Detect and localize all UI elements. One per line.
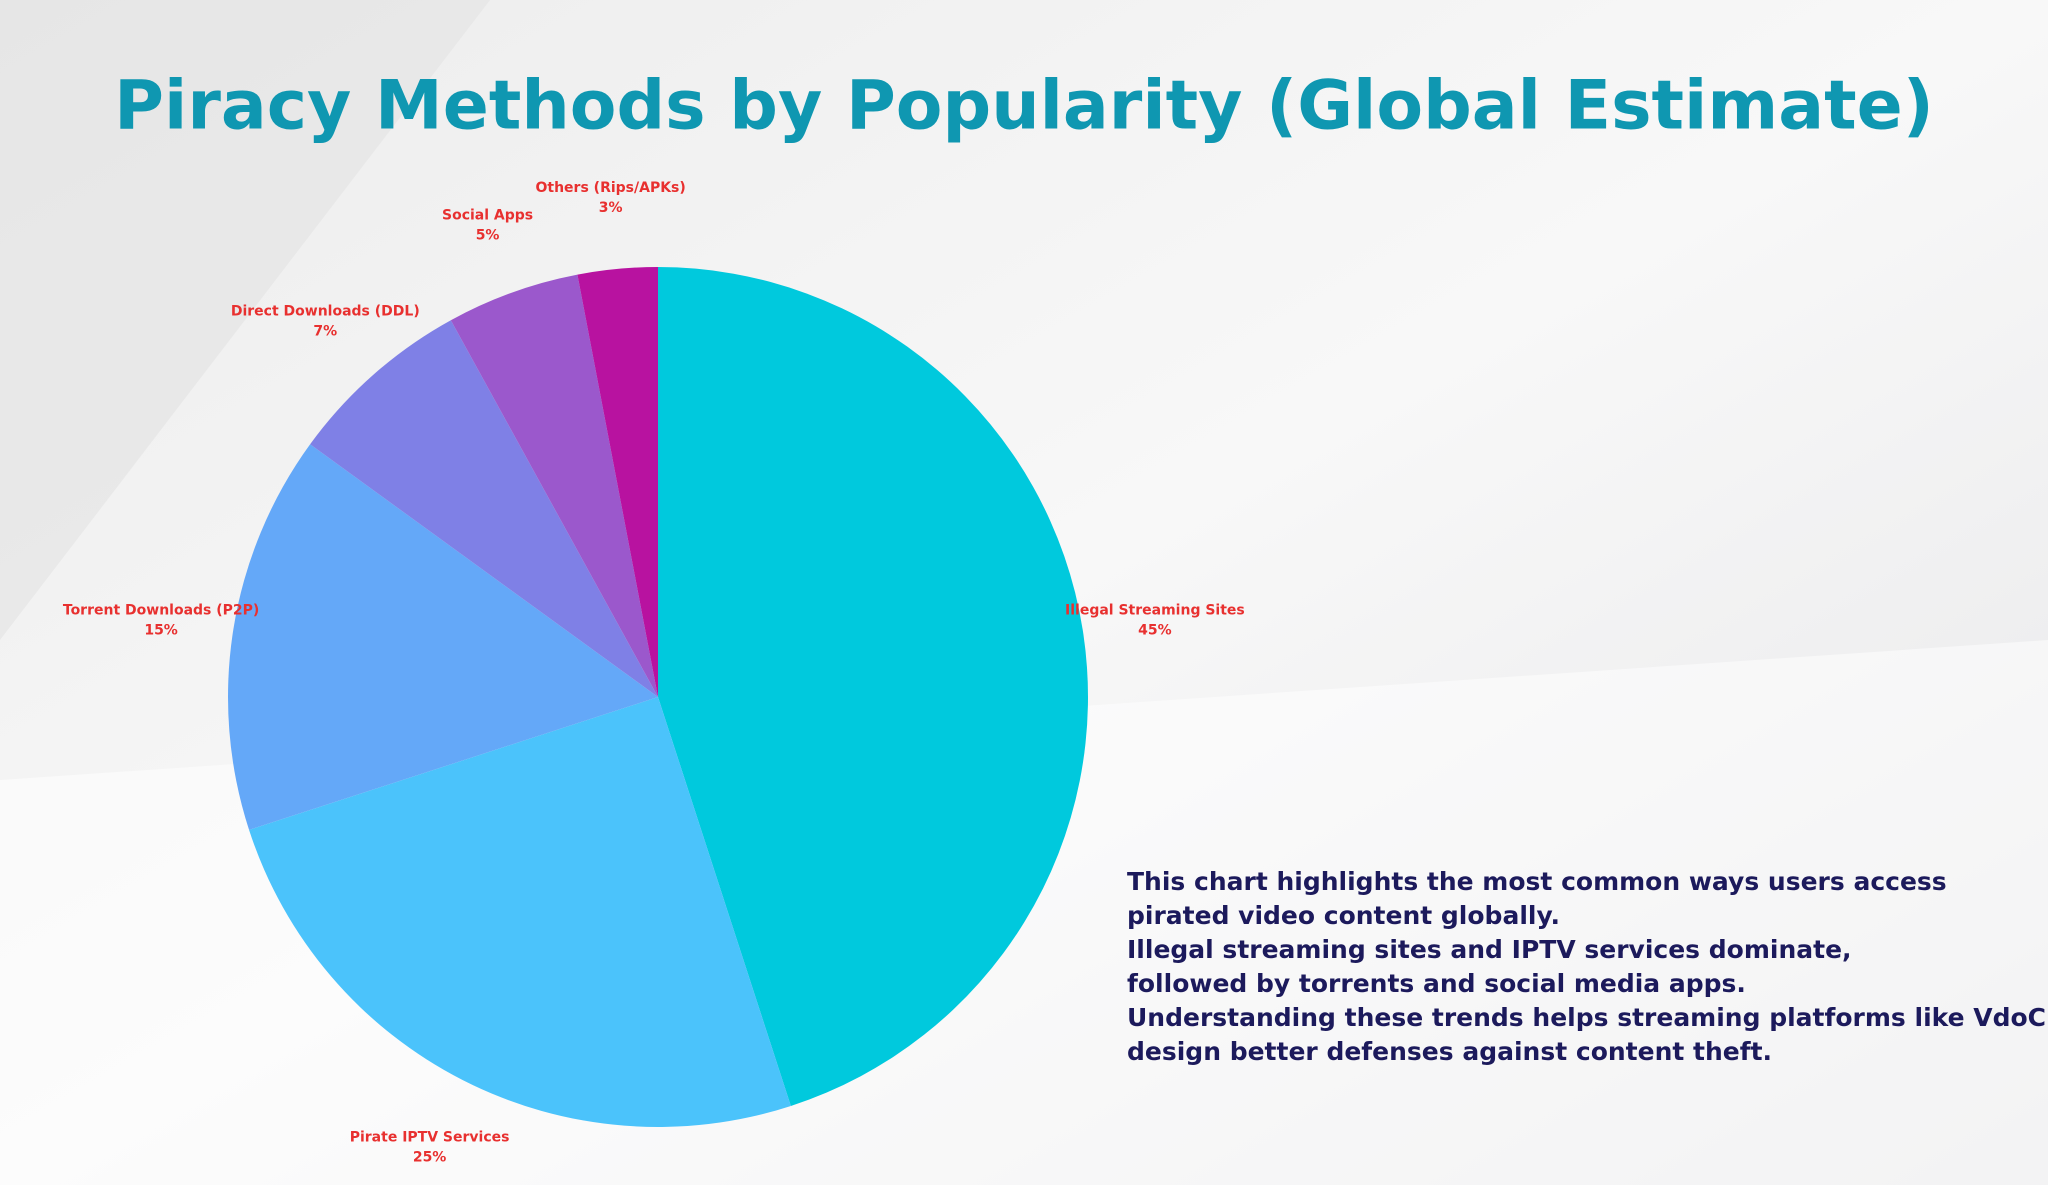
pie-slice [658, 267, 1089, 1106]
pie-slice [450, 274, 658, 697]
slice-value-label: 5% [476, 228, 500, 244]
pie: Illegal Streaming Sites 45% Pirate IPTV Se… [63, 180, 1245, 1165]
slice-label: Others (Rips/APKs) [536, 180, 686, 196]
description-line: followed by torrents and social media ap… [1127, 969, 1746, 998]
slice-value-label: 7% [313, 324, 337, 340]
pie-slice [228, 444, 658, 830]
description-line: pirated video content globally. [1127, 901, 1560, 930]
description-line: Understanding these trends helps streami… [1127, 1003, 2048, 1032]
description-line: This chart highlights the most common wa… [1127, 867, 1947, 896]
pie-slice [577, 267, 658, 697]
slice-value-label: 25% [413, 1149, 447, 1165]
slice-label: Social Apps [442, 208, 533, 224]
slice-label: Illegal Streaming Sites [1065, 602, 1245, 618]
pie-slice [249, 697, 791, 1127]
slice-value-label: 45% [1138, 622, 1172, 638]
pie-slice [310, 320, 658, 697]
slice-label: Pirate IPTV Services [350, 1129, 510, 1145]
chart-title: Piracy Methods by Popularity (Global Est… [114, 67, 1934, 146]
slice-value-label: 3% [599, 200, 623, 216]
slice-label: Torrent Downloads (P2P) [63, 602, 259, 618]
description: This chart highlights the most common wa… [1127, 867, 2048, 1066]
slice-label: Direct Downloads (DDL) [231, 304, 420, 320]
description-line: design better defenses against content t… [1127, 1037, 1772, 1066]
description-line: Illegal streaming sites and IPTV service… [1127, 935, 1852, 964]
slice-value-label: 15% [144, 622, 178, 638]
decor [0, 0, 490, 640]
